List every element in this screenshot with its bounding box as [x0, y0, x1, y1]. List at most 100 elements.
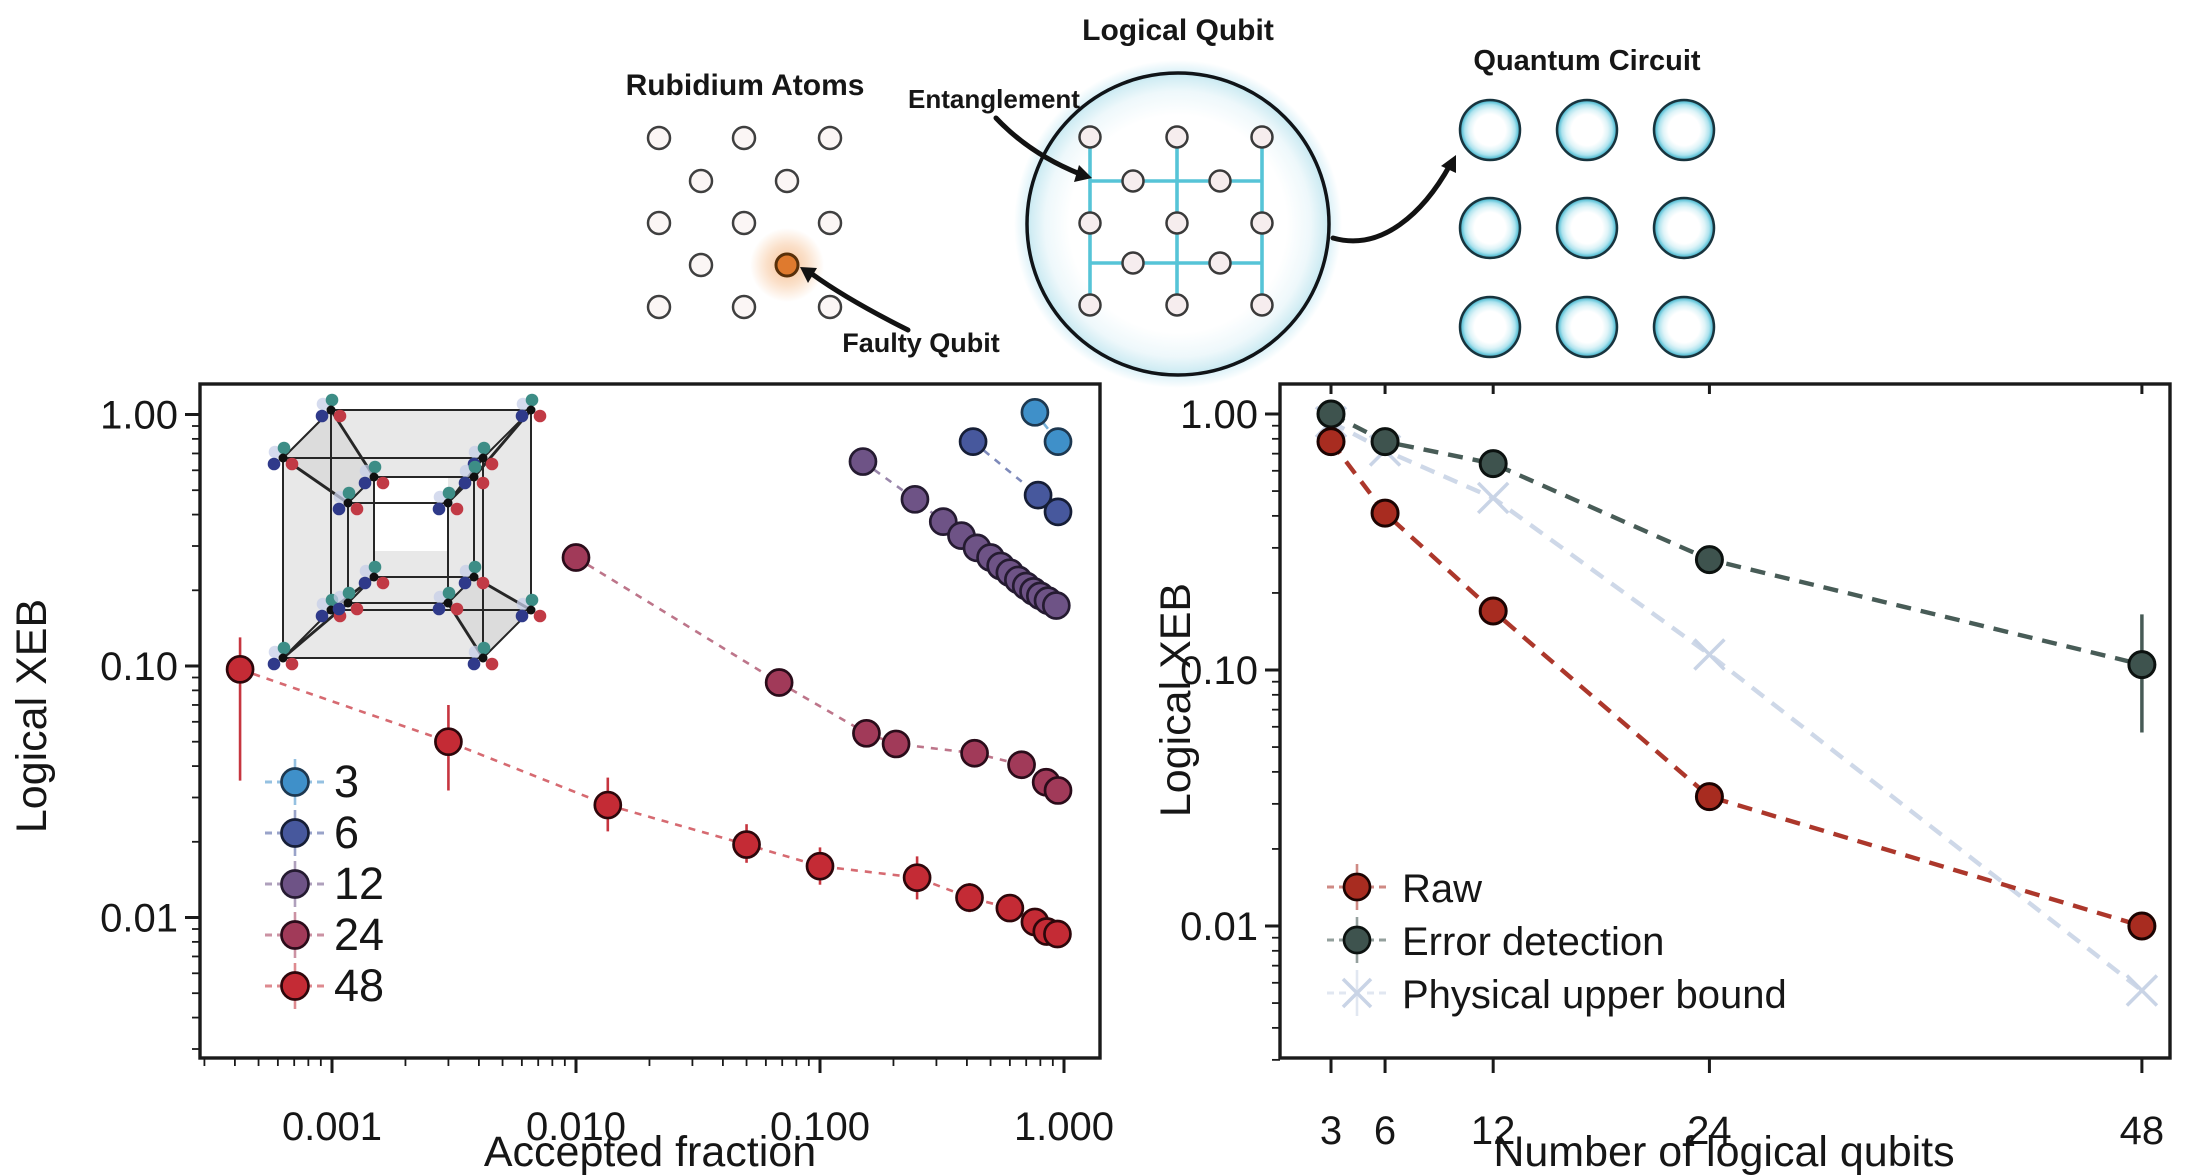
physical-qubit-dot-teal: [477, 441, 491, 455]
atom: [1250, 293, 1274, 317]
data-point: [955, 883, 984, 912]
physical-qubit-dot-red: [333, 409, 347, 423]
data-point: [1316, 427, 1346, 457]
data-point: [852, 718, 881, 748]
hypercube-vertex: [469, 572, 479, 582]
hypercube-vertex: [326, 405, 336, 415]
logical-qubit-node: [1652, 196, 1716, 260]
data-point: [1043, 497, 1073, 527]
logical-qubit-node: [1555, 295, 1619, 359]
rubidium-atoms-title: Rubidium Atoms: [626, 69, 865, 102]
left-plot-axes: 0.001 0.010 0.100 1.000 1.00 0.10 0.01: [100, 382, 1114, 1149]
physical-qubit-dot-navy: [267, 657, 281, 671]
legend-x-marker: [1341, 977, 1373, 1009]
x-tick-label: 12: [1471, 1109, 1516, 1153]
atom: [1121, 169, 1145, 193]
atom: [688, 168, 714, 194]
atom: [1165, 293, 1189, 317]
x-tick-label: 1.000: [1014, 1105, 1114, 1149]
x-tick-label: 48: [2120, 1109, 2165, 1153]
rubidium-atoms-grid: [646, 125, 843, 320]
atom: [1078, 293, 1102, 317]
entanglement-arrowhead: [1074, 165, 1092, 182]
physical-qubit-dot-red: [485, 457, 499, 471]
logical-qubit-node: [1555, 196, 1619, 260]
hypercube-vertex: [478, 453, 488, 463]
hypercube-vertex: [443, 598, 453, 608]
data-point: [764, 668, 794, 697]
atom: [646, 294, 672, 320]
physical-qubit-dot-navy: [432, 502, 446, 516]
hypercube-vertex: [526, 605, 536, 615]
x-tick-label: 24: [1687, 1109, 1732, 1153]
logical-qubit-node: [1458, 98, 1522, 162]
right-plot: 3 6 12 24 48 1.00 0.10 0.01 Raw Error detection P…: [1152, 382, 2172, 1175]
legend-item: 6: [265, 807, 359, 858]
data-point: [1041, 591, 1071, 620]
physical-qubit-dot-teal: [525, 593, 539, 607]
physical-qubit-dot-teal: [325, 393, 339, 407]
top-diagram: Rubidium Atoms Faulty Qubit Logical Qubi…: [626, 14, 1716, 388]
data-point: [1370, 427, 1400, 457]
physical-qubit-dot-teal: [477, 641, 491, 655]
physical-qubit-dot-navy: [332, 502, 346, 516]
physical-qubit-dot-red: [350, 502, 364, 516]
physical-qubit-dot-red: [350, 602, 364, 616]
data-point: [1023, 480, 1053, 510]
faulty-qubit-atom: [774, 252, 800, 278]
physical-qubit-dot-red: [285, 457, 299, 471]
physical-qubit-dot-red: [376, 576, 390, 590]
atom: [1250, 125, 1274, 149]
physical-qubit-dot-red: [476, 476, 490, 490]
left-plot: 0.001 0.010 0.100 1.000 1.00 0.10 0.01 3612244…: [8, 382, 1114, 1175]
left-plot-series: [225, 397, 1073, 949]
legend-label: Error detection: [1402, 920, 1664, 964]
left-yaxis-title: Logical XEB: [8, 599, 56, 833]
plot-frame: [1278, 382, 2172, 1060]
data-point: [1694, 545, 1724, 575]
x-marker: [1476, 481, 1510, 515]
physical-qubit-dot-teal: [277, 641, 291, 655]
left-xaxis-title: Accepted fraction: [484, 1128, 816, 1175]
y-tick-label: 1.00: [1180, 393, 1258, 437]
physical-qubit-dot-navy: [458, 476, 472, 490]
physical-qubit-dot-navy: [332, 602, 346, 616]
y-tick-label: 0.10: [100, 645, 178, 689]
physical-qubit-dot-navy: [315, 409, 329, 423]
circuit-arrow: [1330, 162, 1453, 244]
legend-label: Raw: [1402, 867, 1482, 911]
atom: [817, 294, 843, 320]
data-point: [732, 830, 761, 859]
y-tick-label: 0.01: [1180, 905, 1258, 949]
physical-qubit-dot-teal: [468, 460, 482, 474]
data-point: [225, 654, 255, 684]
right-plot-axes: 3 6 12 24 48 1.00 0.10 0.01: [1180, 382, 2172, 1153]
physical-qubit-dot-red: [450, 602, 464, 616]
data-point: [434, 727, 463, 757]
logical-qubit-node: [1555, 98, 1619, 162]
data-point: [2127, 911, 2157, 941]
y-tick-label: 0.10: [1180, 649, 1258, 693]
data-point: [900, 484, 930, 514]
physical-qubit-dot-navy: [515, 609, 529, 623]
x-tick-label: 6: [1374, 1109, 1396, 1153]
logical-qubit-node: [1458, 196, 1522, 260]
legend-item: Error detection: [1327, 917, 1664, 964]
atom: [1250, 211, 1274, 235]
logical-qubit-node: [1652, 295, 1716, 359]
data-point: [1478, 596, 1508, 626]
atom: [1078, 211, 1102, 235]
circuit-arrowhead: [1441, 155, 1456, 173]
legend-label: 48: [334, 960, 384, 1011]
logical-qubit-grid: [1078, 125, 1274, 317]
entanglement-label: Entanglement: [908, 84, 1080, 114]
hypercube-inset: [267, 393, 547, 671]
faulty-qubit-label: Faulty Qubit: [842, 328, 1000, 358]
hypercube-vertex: [278, 653, 288, 663]
legend-marker: [1342, 925, 1372, 955]
legend-label: 6: [334, 807, 359, 858]
x-marker: [2125, 974, 2159, 1007]
